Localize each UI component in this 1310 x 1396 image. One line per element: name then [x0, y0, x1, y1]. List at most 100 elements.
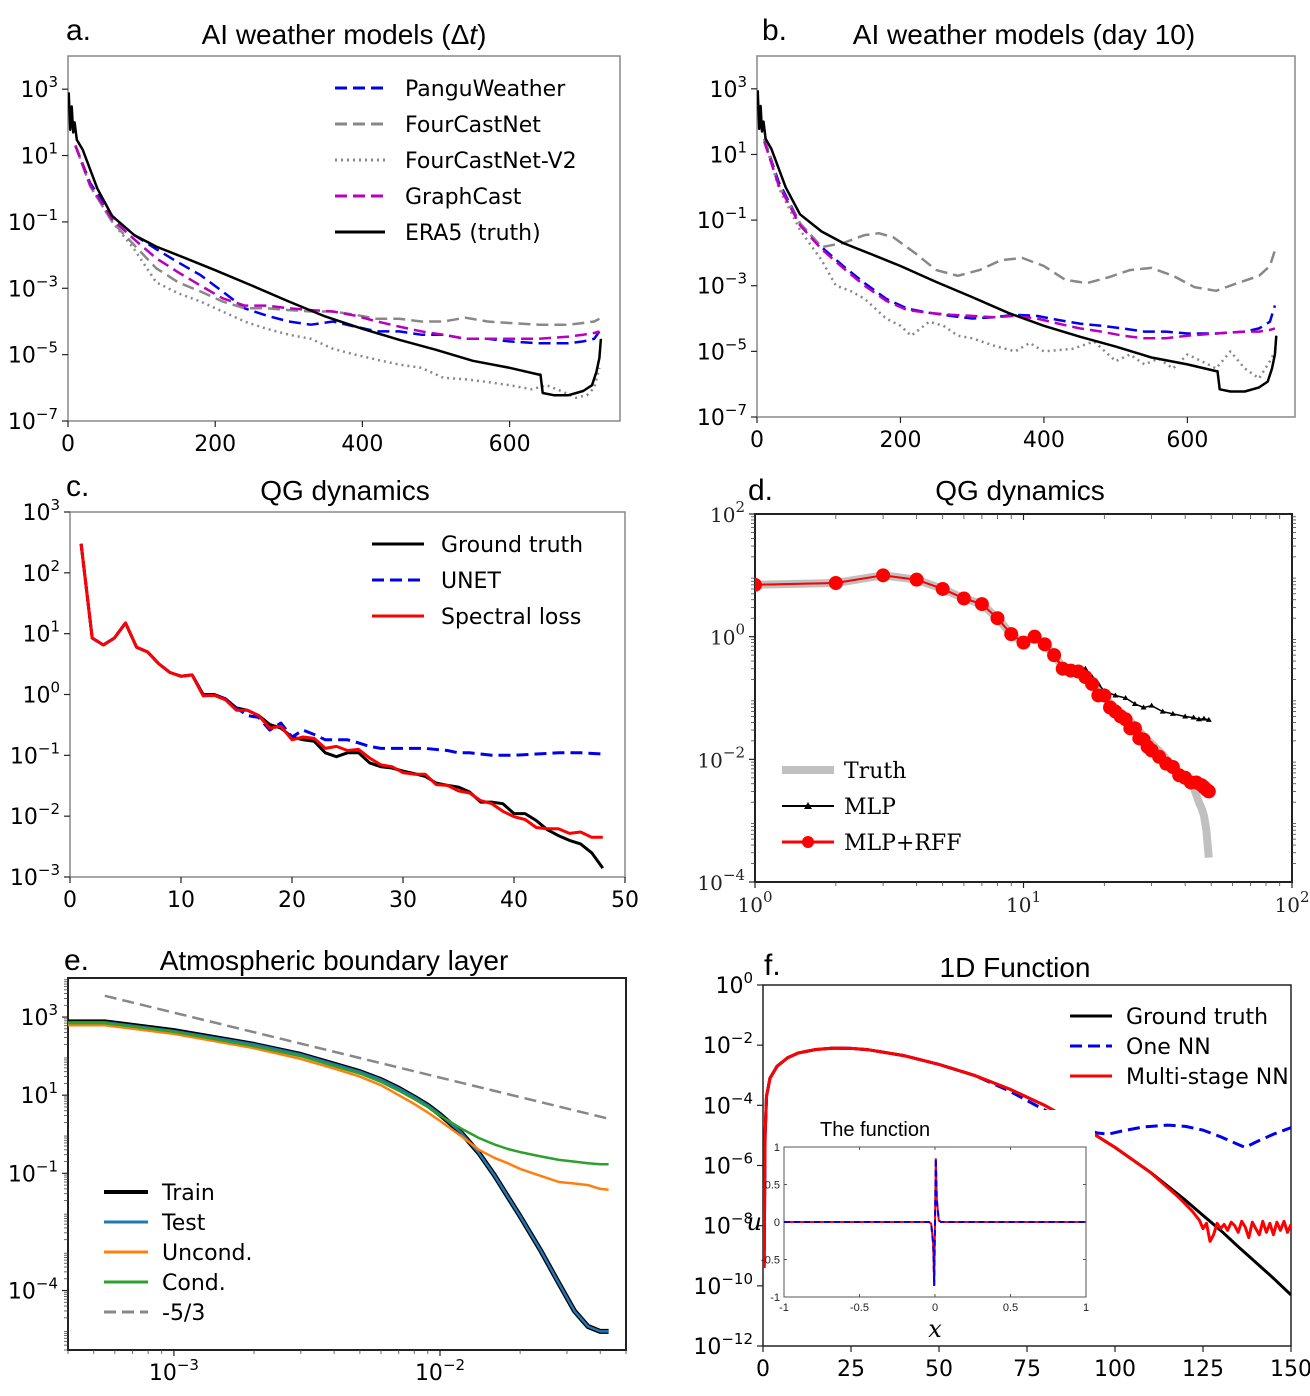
- chart-title: AI weather models (Δt): [202, 19, 487, 50]
- panel-letter: f.: [764, 949, 781, 982]
- series-cond-line: [68, 1021, 609, 1166]
- series-group: [68, 92, 603, 400]
- tick-label: 10−3: [697, 270, 747, 300]
- legend-label: Spectral loss: [441, 605, 581, 630]
- tick-label: 10−1: [697, 204, 747, 234]
- tick-label: 102: [710, 498, 745, 527]
- legend: Train Test Uncond. Cond. -5/3: [104, 1181, 253, 1326]
- inset-tick-label: 0.5: [765, 1180, 780, 1192]
- data-point: [974, 597, 989, 612]
- data-point: [1037, 637, 1052, 652]
- chart-title: QG dynamics: [935, 475, 1105, 506]
- tick-label: 101: [709, 138, 747, 168]
- inset-title: The function: [820, 1119, 930, 1141]
- tick-label: 0: [756, 1357, 770, 1382]
- legend-label: Test: [161, 1211, 206, 1236]
- tick-label: 25: [837, 1357, 865, 1382]
- tick-label: 10−2: [10, 800, 60, 830]
- plot-frame: [67, 977, 627, 1351]
- tick-label: 10−4: [697, 866, 745, 895]
- panel-c: c. QG dynamics 0 10 20 30 40 50 103 102 101 100 10−1…: [10, 470, 639, 913]
- legend-item: -5/3: [104, 1301, 205, 1326]
- data-point: [876, 568, 891, 583]
- data-point: [1016, 635, 1031, 650]
- tick-label: 10−4: [703, 1089, 753, 1119]
- legend-item: Multi-stage NN: [1070, 1065, 1289, 1090]
- legend-label: Truth: [844, 759, 906, 784]
- chart-title: QG dynamics: [260, 475, 430, 506]
- legend-label: UNET: [441, 569, 501, 594]
- legend-label: -5/3: [162, 1301, 205, 1326]
- legend-label: Cond.: [162, 1271, 226, 1296]
- tick-label: 10−2: [703, 1029, 753, 1059]
- series-era5-truth-line: [757, 90, 1278, 393]
- data-point: [1195, 716, 1202, 722]
- legend-item: Ground truth: [1070, 1005, 1268, 1030]
- series-uncond-line: [68, 1023, 609, 1191]
- data-point: [1190, 714, 1197, 720]
- tick-label: 101: [20, 1079, 58, 1109]
- series-panguweather-line: [74, 145, 601, 345]
- tick-label: 10−6: [703, 1150, 753, 1180]
- data-point: [1112, 692, 1119, 698]
- chart-title: AI weather models (day 10): [853, 19, 1195, 50]
- tick-label: 400: [1023, 428, 1065, 453]
- tick-label: 10−1: [8, 206, 58, 236]
- legend-item: UNET: [372, 569, 501, 594]
- inset-tick-label: 0.5: [1003, 1302, 1018, 1314]
- tick-label: 100: [710, 621, 745, 650]
- data-point: [1159, 708, 1166, 714]
- series-group: [755, 568, 1216, 858]
- inset-tick-label: -0.5: [761, 1255, 780, 1267]
- legend-item: Uncond.: [104, 1241, 253, 1266]
- plot-frame: [67, 55, 621, 422]
- inset-tick-label: 1: [774, 1142, 780, 1154]
- series-group: [757, 90, 1278, 393]
- tick-label: 0: [61, 432, 75, 457]
- tick-label: 10−7: [8, 405, 58, 435]
- plot-frame: [69, 511, 626, 878]
- legend-item: Truth: [782, 759, 906, 784]
- series-group: [68, 994, 609, 1334]
- tick-label: 10−1: [10, 739, 60, 769]
- data-point: [990, 611, 1005, 626]
- data-point: [1200, 715, 1207, 721]
- tick-label: 100: [738, 888, 773, 917]
- tick-label: 10−7: [697, 401, 747, 431]
- inset-tick-label: -1: [770, 1292, 780, 1304]
- chart-title: Atmospheric boundary layer: [160, 945, 509, 976]
- tick-label: 10−10: [693, 1270, 753, 1300]
- tick-label: 30: [389, 888, 417, 913]
- data-point: [935, 581, 950, 596]
- legend-item: FourCastNet: [335, 113, 541, 138]
- data-point: [1201, 784, 1216, 799]
- tick-label: 50: [925, 1357, 953, 1382]
- inset-xlabel: x: [928, 1315, 942, 1343]
- series-fourcastnet-v2-line: [74, 145, 601, 400]
- legend-item: Ground truth: [372, 533, 583, 558]
- legend-item: GraphCast: [335, 185, 522, 210]
- legend-label: MLP+RFF: [844, 831, 961, 856]
- tick-label: 101: [20, 140, 58, 170]
- tick-label: 10−5: [697, 335, 747, 365]
- legend-label: Ground truth: [441, 533, 583, 558]
- panel-a: a. AI weather models (Δt) 0 200 400 600 103 101…: [8, 14, 621, 457]
- legend: Truth MLP MLP+RFF: [782, 759, 961, 856]
- legend-label: Uncond.: [162, 1241, 253, 1266]
- legend-label: One NN: [1126, 1035, 1211, 1060]
- series-era5-truth-line: [68, 92, 603, 397]
- panel-e: e. Atmospheric boundary layer 10−3 10−2 103 1…: [8, 944, 627, 1386]
- data-point: [1047, 648, 1062, 663]
- legend-item: Train: [104, 1181, 215, 1206]
- chart-title: 1D Function: [940, 952, 1091, 983]
- inset-tick-label: 0: [774, 1217, 780, 1229]
- tick-label: 200: [194, 432, 236, 457]
- tick-label: 0: [750, 428, 764, 453]
- data-point: [1140, 704, 1147, 710]
- data-point: [1148, 702, 1155, 708]
- tick-label: 103: [20, 1001, 58, 1031]
- tick-label: 102: [1275, 888, 1310, 917]
- tick-label: 10−12: [693, 1330, 753, 1360]
- inset-chart: The function -1 -0.5 0 0.5 1 1 0.5 0 -0.5 -1 x u: [747, 1110, 1095, 1345]
